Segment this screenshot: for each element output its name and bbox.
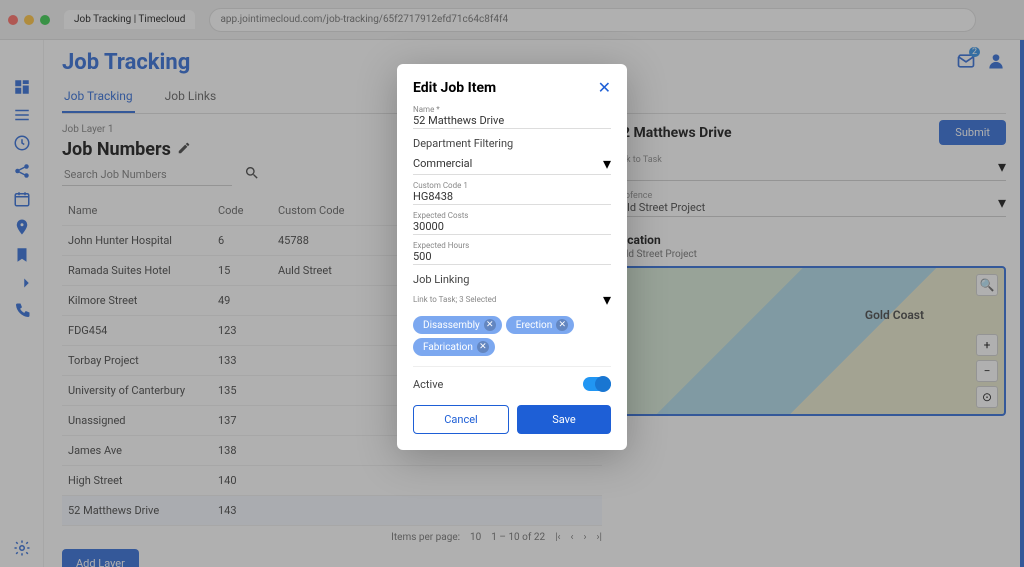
chip-label: Erection <box>516 320 552 331</box>
dept-filter-section: Department Filtering <box>413 137 611 150</box>
expected-hours-value: 500 <box>413 250 611 263</box>
chip-remove-icon[interactable]: ✕ <box>477 341 489 353</box>
expected-hours-label: Expected Hours <box>413 241 611 250</box>
chevron-down-icon: ▾ <box>603 154 611 173</box>
expected-costs-field[interactable]: Expected Costs 30000 <box>413 211 611 235</box>
save-button[interactable]: Save <box>517 405 611 434</box>
cancel-button[interactable]: Cancel <box>413 405 509 434</box>
chips-container: Disassembly ✕ Erection ✕ Fabrication ✕ <box>413 316 611 356</box>
chip: Disassembly ✕ <box>413 316 502 334</box>
name-label: Name * <box>413 105 611 114</box>
department-field[interactable]: Commercial ▾ <box>413 154 611 175</box>
chevron-down-icon: ▾ <box>603 290 611 309</box>
name-field[interactable]: Name * 52 Matthews Drive <box>413 105 611 129</box>
chip-remove-icon[interactable]: ✕ <box>556 319 568 331</box>
chip-label: Disassembly <box>423 320 480 331</box>
chip-label: Fabrication <box>423 342 473 353</box>
custom-code-value: HG8438 <box>413 190 611 203</box>
link-task-field[interactable]: Link to Task; 3 Selected ▾ <box>413 290 611 310</box>
expected-hours-field[interactable]: Expected Hours 500 <box>413 241 611 265</box>
modal-active-toggle[interactable] <box>583 377 611 391</box>
chip: Fabrication ✕ <box>413 338 495 356</box>
chip-remove-icon[interactable]: ✕ <box>484 319 496 331</box>
expected-costs-value: 30000 <box>413 220 611 233</box>
modal-active-row: Active <box>413 366 611 391</box>
modal-title: Edit Job Item <box>413 80 496 96</box>
custom-code-label: Custom Code 1 <box>413 181 611 190</box>
job-linking-section: Job Linking <box>413 273 611 286</box>
expected-costs-label: Expected Costs <box>413 211 611 220</box>
custom-code-field[interactable]: Custom Code 1 HG8438 <box>413 181 611 205</box>
edit-job-modal: Edit Job Item ✕ Name * 52 Matthews Drive… <box>397 64 627 450</box>
link-task-label: Link to Task; 3 Selected <box>413 295 496 304</box>
close-icon[interactable]: ✕ <box>598 78 611 97</box>
department-value: Commercial <box>413 157 472 170</box>
name-value: 52 Matthews Drive <box>413 114 611 127</box>
modal-active-label: Active <box>413 378 443 391</box>
modal-buttons: Cancel Save <box>413 405 611 434</box>
chip: Erection ✕ <box>506 316 574 334</box>
modal-header: Edit Job Item ✕ <box>413 78 611 97</box>
